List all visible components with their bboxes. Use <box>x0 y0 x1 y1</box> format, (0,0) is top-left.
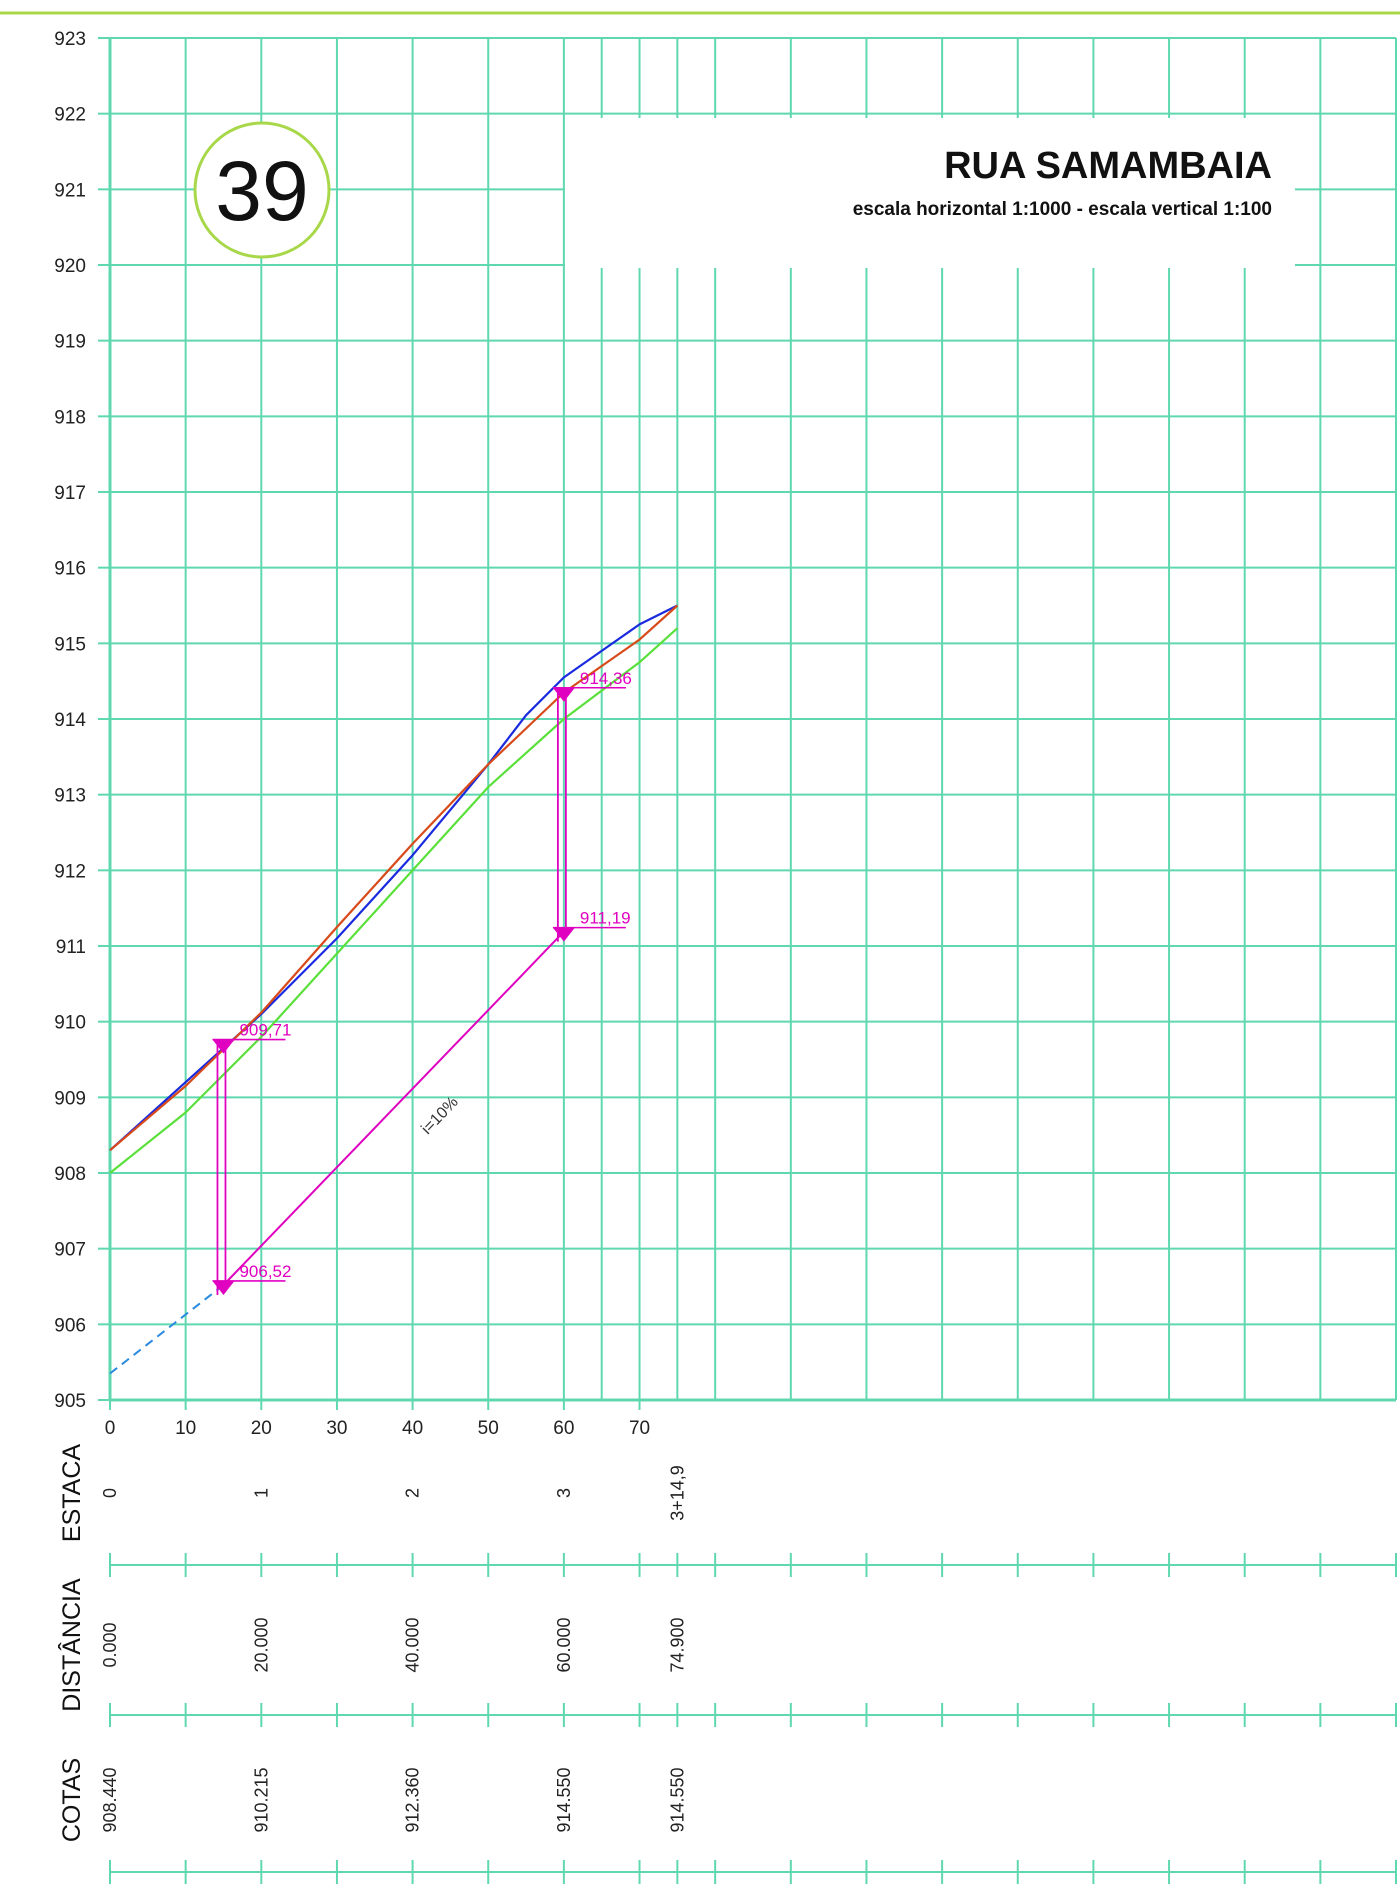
sheet-number-badge: 39 <box>193 121 331 259</box>
level-marker-label: 911,19 <box>580 909 631 928</box>
x-tick-label: 50 <box>478 1418 499 1439</box>
y-axis-ticks: 905 906 907 908 909 910 911 912 913 914 915 916 917 9… <box>54 29 110 1412</box>
series <box>109 604 679 1375</box>
y-tick-label: 911 <box>56 937 86 958</box>
table-row-title: ESTACA <box>58 1444 86 1542</box>
x-tick-label: 60 <box>553 1418 574 1439</box>
x-tick-label: 40 <box>402 1418 423 1439</box>
table-cell-value: 2 <box>403 1488 423 1498</box>
table-cell-value: 74.900 <box>667 1617 687 1672</box>
table-cell-value: 20.000 <box>251 1617 271 1672</box>
table-cell-value: 908.440 <box>100 1767 120 1832</box>
x-tick-label: 0 <box>105 1418 116 1439</box>
y-tick-label: 923 <box>54 29 86 50</box>
table-cell-value: 60.000 <box>554 1617 574 1672</box>
level-marker <box>212 1280 235 1295</box>
table-cell-value: 914.550 <box>667 1767 687 1832</box>
y-tick-label: 908 <box>54 1164 86 1185</box>
y-tick-label: 914 <box>54 710 86 731</box>
y-tick-label: 913 <box>54 786 86 807</box>
x-tick-label: 10 <box>175 1418 196 1439</box>
chart-title: RUA SAMAMBAIA <box>944 145 1272 187</box>
sheet-number: 39 <box>215 144 308 238</box>
badge-circle <box>193 121 331 259</box>
y-tick-label: 916 <box>54 559 86 580</box>
level-marker-label: 909,71 <box>239 1021 291 1040</box>
x-tick-label: 70 <box>629 1418 650 1439</box>
annotations: 909,71 906,52 914,36 911,19 i=10% <box>212 669 632 1295</box>
y-tick-label: 918 <box>54 407 86 428</box>
table-cell-value: 3 <box>554 1488 574 1498</box>
series-line-design-extension <box>109 1284 225 1375</box>
table-row-title: COTAS <box>58 1758 86 1842</box>
table-cell-value: 3+14,9 <box>667 1465 687 1521</box>
table-cell-value: 914.550 <box>554 1767 574 1832</box>
y-tick-label: 905 <box>54 1391 86 1412</box>
y-tick-label: 920 <box>54 256 86 277</box>
title-block <box>565 118 1295 268</box>
x-tick-label: 20 <box>251 1418 272 1439</box>
y-tick-label: 909 <box>54 1088 86 1109</box>
y-tick-label: 915 <box>54 634 86 655</box>
y-tick-label: 921 <box>54 180 86 201</box>
table-cell-value: 0.000 <box>100 1622 120 1667</box>
table-cell-value: 0 <box>100 1488 120 1498</box>
x-tick-label: 30 <box>326 1418 347 1439</box>
level-marker <box>552 687 575 702</box>
grade-label: i=10% <box>418 1094 461 1138</box>
series-line-offset <box>109 627 679 1174</box>
table-row-title: DISTÂNCIA <box>57 1578 86 1712</box>
level-marker-label: 906,52 <box>239 1262 291 1281</box>
table-cell-value: 912.360 <box>403 1767 423 1832</box>
y-tick-label: 922 <box>54 105 86 126</box>
y-tick-label: 906 <box>54 1315 86 1336</box>
table-cell-value: 40.000 <box>403 1617 423 1672</box>
y-tick-label: 917 <box>54 483 86 504</box>
level-marker-label: 914,36 <box>580 669 632 688</box>
x-axis-ticks: 0 10 20 30 40 50 60 70 <box>105 1400 650 1439</box>
series-line-profile <box>109 604 679 1152</box>
level-marker <box>212 1039 235 1054</box>
table-cell-value: 910.215 <box>251 1767 271 1832</box>
y-tick-label: 910 <box>54 1013 86 1034</box>
station-table: ESTACA 0 1 2 3 3+14,9 DISTÂNCIA 0.000 20.000 40.0… <box>57 1444 1397 1884</box>
chart-subtitle: escala horizontal 1:1000 - escala vertic… <box>853 199 1272 220</box>
series-line-design <box>222 930 565 1286</box>
y-tick-label: 907 <box>54 1240 86 1261</box>
level-marker <box>552 927 575 942</box>
y-tick-label: 912 <box>54 861 86 882</box>
table-cell-value: 1 <box>251 1488 271 1498</box>
y-tick-label: 919 <box>54 332 86 353</box>
